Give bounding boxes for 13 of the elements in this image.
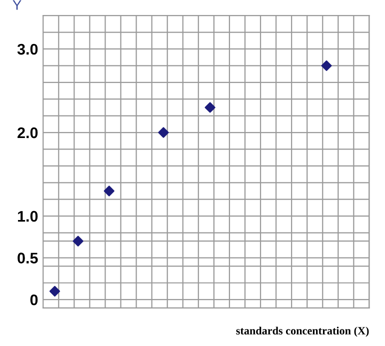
y-tick-label: 1.0 [18,210,38,222]
y-axis-title: Y [12,0,22,10]
y-tick-label: 3.0 [17,44,38,55]
x-axis-title: standards concentration (X) [236,326,369,337]
point [321,60,332,71]
point [49,286,60,297]
point [204,102,216,113]
point [158,127,169,138]
point [104,186,114,196]
y-tick-label: 0.5 [18,252,38,264]
point [72,236,84,246]
y-tick-label: 0 [30,294,38,306]
y-tick-label: 2.0 [18,127,38,138]
